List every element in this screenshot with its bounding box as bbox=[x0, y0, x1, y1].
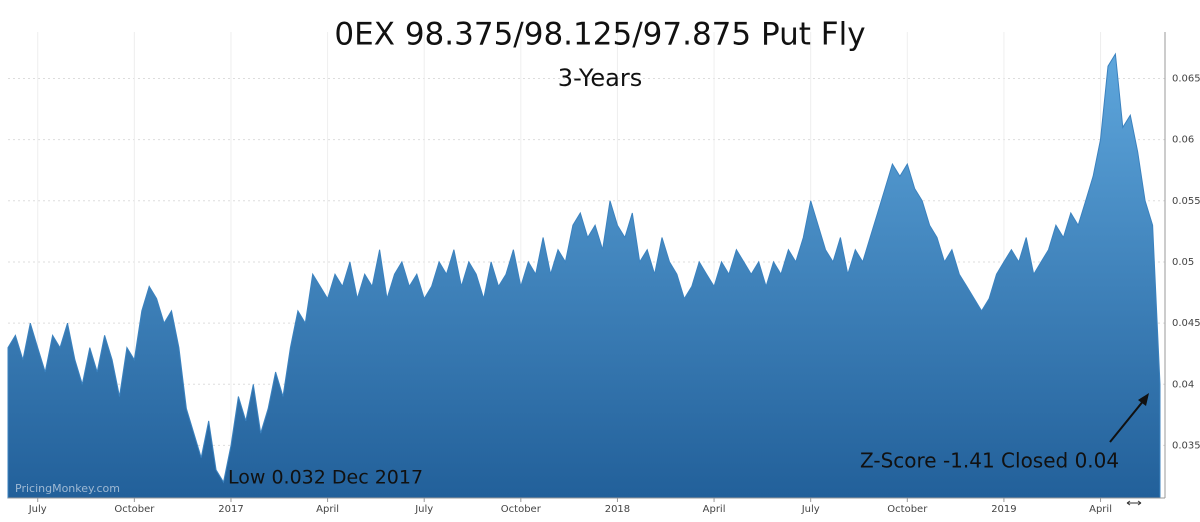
y-tick-label: 0.035 bbox=[1172, 440, 1200, 451]
arrow bbox=[1109, 399, 1145, 443]
area bbox=[7, 52, 1161, 499]
x-tick-label: 2017 bbox=[218, 504, 243, 515]
annotation: Low 0.032 Dec 2017 bbox=[228, 467, 423, 489]
y-tick-label: 0.055 bbox=[1172, 196, 1200, 207]
arrowhead bbox=[1138, 393, 1149, 406]
x-tick-label: October bbox=[887, 504, 928, 515]
chart-title: 0EX 98.375/98.125/97.875 Put Fly bbox=[334, 17, 865, 53]
x-tick-label: April bbox=[1089, 504, 1112, 515]
scroll-handle[interactable] bbox=[1126, 500, 1142, 506]
chart-subtitle: 3-Years bbox=[558, 64, 642, 92]
x-tick-label: July bbox=[801, 504, 820, 515]
x-tick-label: 2019 bbox=[991, 504, 1016, 515]
x-tick-label: July bbox=[414, 504, 433, 515]
plot bbox=[7, 52, 1161, 499]
annotation: Z-Score -1.41 Closed 0.04 bbox=[860, 449, 1119, 473]
y-tick-label: 0.045 bbox=[1172, 318, 1200, 329]
x-tick-label: April bbox=[316, 504, 339, 515]
y-tick-label: 0.06 bbox=[1172, 135, 1194, 146]
x-tick-label: July bbox=[28, 504, 47, 515]
x-tick-label: 2018 bbox=[605, 504, 630, 515]
x-tick-label: October bbox=[114, 504, 155, 515]
watermark: PricingMonkey.com bbox=[15, 482, 120, 495]
x-tick-label: April bbox=[703, 504, 726, 515]
y-tick-label: 0.04 bbox=[1172, 379, 1194, 390]
y-tick-label: 0.05 bbox=[1172, 257, 1194, 268]
y-tick-label: 0.065 bbox=[1172, 73, 1200, 84]
x-tick-label: October bbox=[501, 504, 542, 515]
